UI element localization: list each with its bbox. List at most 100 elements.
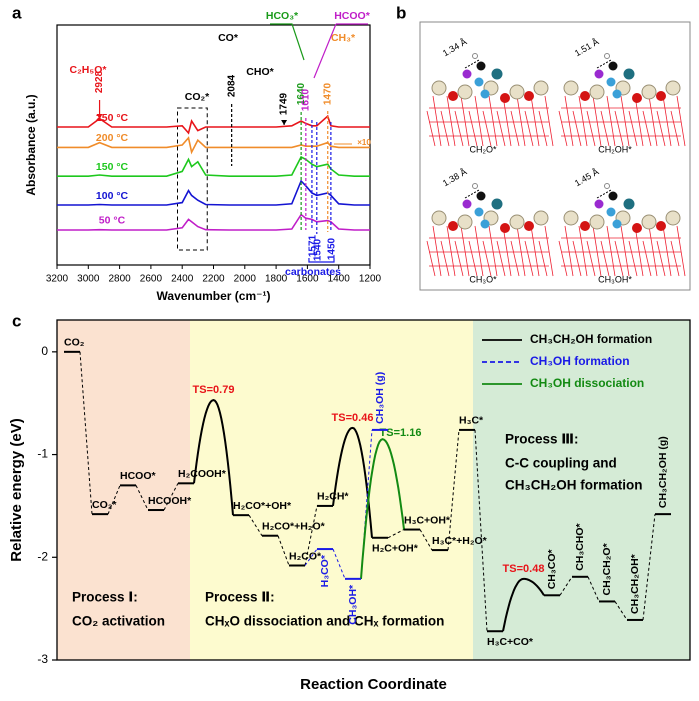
connector	[587, 576, 600, 602]
annotation: HCOO*	[334, 10, 371, 22]
state-label: H₃C+OH*	[404, 514, 451, 526]
state-label: CH₃CHO*	[574, 522, 586, 570]
connector	[447, 429, 460, 551]
lattice	[544, 225, 554, 277]
leader	[270, 23, 305, 61]
lattice	[620, 225, 630, 277]
peak-label: 2084	[226, 74, 237, 97]
process-subtitle: CO₂ activation	[72, 614, 165, 629]
lattice	[510, 240, 520, 277]
lattice	[446, 225, 456, 277]
x-axis-label: Wavenumber (cm⁻¹)	[157, 289, 271, 303]
process-title: Process Ⅲ:	[505, 432, 579, 447]
lattice	[426, 110, 436, 147]
spectrum-line	[57, 179, 370, 206]
x-tick-label: 1400	[328, 274, 351, 285]
connector	[559, 576, 573, 596]
lattice	[600, 110, 610, 147]
atom	[474, 207, 484, 217]
lattice	[670, 110, 680, 147]
state-label: CO₂*	[92, 499, 117, 511]
lattice	[530, 225, 540, 277]
lattice	[656, 240, 666, 277]
atom	[604, 183, 610, 189]
atom	[612, 219, 622, 229]
lattice	[564, 225, 574, 277]
connector	[304, 548, 318, 566]
peak-label: 1610	[300, 88, 311, 111]
lattice	[656, 110, 666, 147]
structure-label: CH₃O*	[469, 274, 497, 284]
structure-label: CH₃OH*	[598, 274, 632, 284]
lattice	[538, 240, 548, 277]
lattice	[496, 240, 506, 277]
x-tick-label: 1800	[265, 274, 288, 285]
process-subtitle: CH₃CH₂OH formation	[505, 478, 643, 493]
spectrum-line	[57, 155, 370, 177]
atom	[524, 91, 534, 101]
atom	[665, 80, 681, 96]
lattice	[558, 240, 568, 277]
state-label: H₃CO*	[319, 554, 331, 587]
process-region	[57, 320, 190, 660]
lattice	[454, 240, 464, 277]
leader	[313, 23, 368, 79]
x-tick-label: 2000	[234, 274, 257, 285]
annotation: CO*	[218, 32, 239, 44]
state-label: CH₃CH₂OH*	[629, 553, 641, 614]
y-tick-label: -1	[37, 447, 48, 461]
annotation: carbonates	[285, 266, 341, 278]
state-label: CH₃CH₂OH (g)	[657, 436, 669, 508]
atom	[509, 214, 525, 230]
state-label: H₃C*+H₂O*	[432, 535, 488, 547]
peak-label: 1450	[327, 237, 338, 260]
legend-label: CH₃OH formation	[530, 354, 630, 368]
state-label: H₂CO*+H₂O*	[262, 520, 326, 532]
transition-curve	[502, 577, 545, 632]
lattice	[564, 95, 574, 147]
atom	[457, 84, 473, 100]
atom	[480, 219, 490, 229]
lattice	[468, 110, 478, 147]
series-label: 150 °C	[96, 161, 129, 173]
x-tick-label: 3200	[46, 274, 69, 285]
lattice	[460, 95, 470, 147]
x-tick-label: 1200	[359, 274, 382, 285]
legend-label: CH₃OH dissociation	[530, 376, 644, 390]
x-tick-label: 1600	[296, 274, 319, 285]
process-region	[190, 320, 473, 660]
lattice	[628, 240, 638, 277]
atom	[656, 221, 666, 231]
x-tick-label: 2800	[108, 274, 131, 285]
transition-curve	[193, 399, 234, 516]
lattice	[474, 225, 484, 277]
atom	[448, 221, 458, 231]
y-tick-label: 0	[41, 344, 48, 358]
lattice	[620, 95, 630, 147]
series-label: 50 °C	[99, 215, 126, 227]
atom	[472, 53, 478, 59]
series-label: 100 °C	[96, 190, 129, 202]
region-box	[177, 107, 208, 251]
atom	[589, 214, 605, 230]
lattice	[538, 110, 548, 147]
lattice	[502, 95, 512, 147]
lattice	[642, 240, 652, 277]
atom	[431, 80, 447, 96]
plot-frame	[56, 319, 691, 661]
lattice	[544, 95, 554, 147]
lattice	[460, 225, 470, 277]
annotation: CH₃*	[331, 32, 356, 44]
peak-label: 1571	[308, 234, 319, 257]
peak-label: 1640	[296, 82, 307, 105]
transition-curve	[360, 438, 405, 579]
series-label: 250 °C	[96, 112, 129, 124]
process-subtitle: C-C coupling and	[505, 456, 617, 471]
connector	[419, 529, 433, 551]
lattice	[662, 95, 672, 147]
panel-label: a	[12, 3, 22, 22]
lattice	[586, 110, 596, 147]
x-axis-label: Reaction Coordinate	[300, 676, 447, 693]
